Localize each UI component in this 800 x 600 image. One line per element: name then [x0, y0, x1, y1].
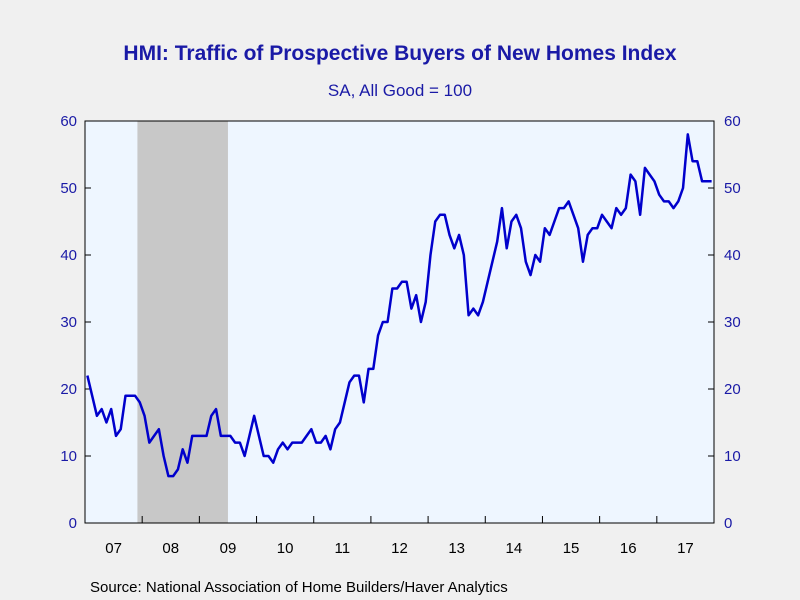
chart-title: HMI: Traffic of Prospective Buyers of Ne…	[123, 42, 676, 65]
x-tick-label: 14	[506, 540, 523, 557]
x-tick-label: 13	[448, 540, 465, 557]
series-line	[86, 133, 712, 478]
y-tick-label-right: 20	[724, 381, 741, 398]
y-tick-label-right: 10	[724, 448, 741, 465]
y-tick-label-right: 40	[724, 247, 741, 264]
x-tick-label: 07	[105, 540, 122, 557]
x-tick-label: 15	[563, 540, 580, 557]
y-tick-label-right: 0	[724, 515, 732, 532]
y-tick-label-left: 60	[60, 113, 77, 130]
y-tick-label-left: 0	[69, 515, 77, 532]
x-tick-label: 08	[162, 540, 179, 557]
x-tick-label: 10	[277, 540, 294, 557]
x-tick-label: 17	[677, 540, 694, 557]
x-tick-label: 16	[620, 540, 637, 557]
x-tick-label: 09	[220, 540, 237, 557]
y-tick-label-left: 10	[60, 448, 77, 465]
y-tick-label-right: 30	[724, 314, 741, 331]
y-tick-label-left: 50	[60, 180, 77, 197]
y-tick-label-left: 30	[60, 314, 77, 331]
y-axis-right: 0 10 20 30 40 50 60	[708, 113, 741, 532]
x-axis: 07 08 09 10 11 12 13 14 15 16 17	[105, 516, 694, 557]
recession-shading	[137, 121, 228, 523]
y-axis-left: 0 10 20 30 40 50 60	[60, 113, 91, 532]
y-tick-label-right: 60	[724, 113, 741, 130]
source-note: Source: National Association of Home Bui…	[90, 579, 508, 596]
y-tick-label-right: 50	[724, 180, 741, 197]
x-tick-label: 11	[335, 540, 351, 557]
y-tick-label-left: 20	[60, 381, 77, 398]
x-tick-label: 12	[391, 540, 408, 557]
chart-subtitle: SA, All Good = 100	[328, 81, 472, 100]
y-tick-label-left: 40	[60, 247, 77, 264]
